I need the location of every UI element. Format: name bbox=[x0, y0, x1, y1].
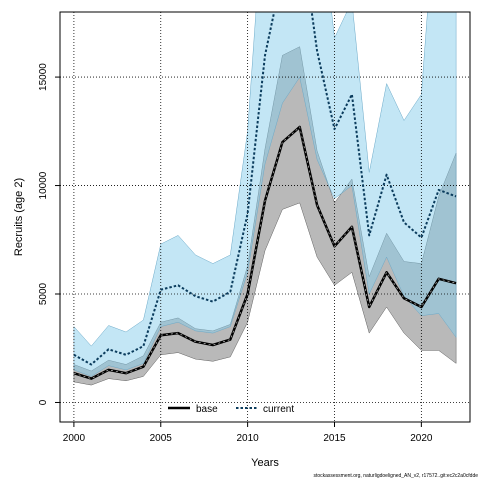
y-axis-title: Recruits (age 2) bbox=[13, 178, 25, 256]
footer-text: stockassessment.org, naturligdoeligned_A… bbox=[313, 473, 478, 479]
x-tick-label: 2020 bbox=[410, 433, 433, 444]
series-lines bbox=[73, 12, 457, 380]
legend: base current bbox=[168, 404, 294, 415]
legend-base-label: base bbox=[196, 404, 218, 415]
x-tick-label: 2005 bbox=[150, 433, 173, 444]
legend-current-label: current bbox=[263, 404, 294, 415]
x-tick-label: 2015 bbox=[323, 433, 346, 444]
y-tick-label: 0 bbox=[38, 399, 49, 405]
line-base-dash bbox=[73, 126, 457, 379]
y-axis: 0 5000 10000 15000 bbox=[38, 63, 60, 405]
y-tick-label: 10000 bbox=[38, 171, 49, 199]
band-current bbox=[73, 12, 457, 377]
y-tick-label: 5000 bbox=[38, 282, 49, 305]
x-tick-label: 2010 bbox=[237, 433, 260, 444]
plot-frame bbox=[59, 11, 471, 423]
confidence-bands bbox=[73, 12, 457, 386]
x-axis-title: Years bbox=[251, 457, 279, 469]
x-tick-label: 2000 bbox=[63, 433, 86, 444]
x-axis: 2000 2005 2010 2015 2020 bbox=[63, 422, 433, 444]
y-tick-label: 15000 bbox=[38, 63, 49, 91]
line-current bbox=[73, 12, 457, 366]
